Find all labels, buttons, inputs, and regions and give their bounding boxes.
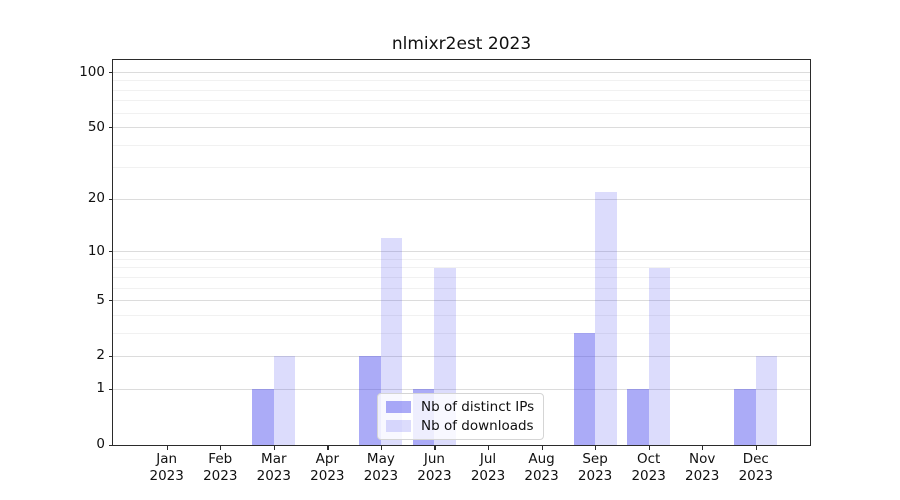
minor-gridline (113, 287, 810, 289)
major-gridline (113, 127, 810, 129)
x-tick-mark (220, 445, 222, 450)
legend-swatch-downloads (386, 420, 411, 432)
x-tick-mark (488, 445, 490, 450)
bar-downloads (755, 356, 778, 445)
y-tick-mark (109, 72, 113, 74)
bar-distinct-ips (627, 389, 649, 445)
x-tick-mark (380, 445, 383, 450)
x-tick-mark (434, 445, 436, 450)
bar-downloads (273, 356, 296, 445)
y-tick-label: 50 (87, 118, 105, 135)
plot-area: Nb of distinct IPs Nb of downloads (112, 59, 811, 446)
x-tick-label: Oct 2023 (631, 451, 666, 484)
minor-gridline (113, 89, 810, 91)
x-tick-label: Apr 2023 (310, 451, 345, 484)
major-gridline (113, 388, 810, 390)
minor-gridline (113, 258, 810, 260)
y-tick-label: 2 (96, 347, 105, 364)
x-tick-label: Jun 2023 (417, 451, 452, 484)
x-tick-label: Feb 2023 (203, 451, 238, 484)
major-gridline (113, 251, 810, 253)
major-gridline (113, 198, 810, 200)
x-tick-mark (595, 445, 597, 450)
y-tick-label: 0 (96, 436, 105, 453)
minor-gridline (113, 167, 810, 169)
bar-distinct-ips (734, 389, 756, 445)
legend-item-distinct-ips: Nb of distinct IPs (386, 399, 534, 415)
bar-distinct-ips (252, 389, 274, 445)
minor-gridline (113, 80, 810, 82)
y-tick-label: 5 (96, 291, 105, 308)
minor-gridline (113, 276, 810, 278)
y-tick-mark (109, 388, 113, 390)
x-tick-mark (327, 445, 329, 450)
y-tick-label: 1 (96, 380, 105, 397)
minor-gridline (113, 267, 810, 269)
y-tick-mark (109, 251, 113, 253)
legend: Nb of distinct IPs Nb of downloads (377, 393, 545, 440)
minor-gridline (113, 100, 810, 102)
x-tick-mark (648, 445, 650, 450)
legend-item-downloads: Nb of downloads (386, 418, 534, 434)
major-gridline (113, 72, 810, 74)
bar-downloads (595, 191, 617, 445)
minor-gridline (113, 144, 810, 146)
x-tick-label: Nov 2023 (685, 451, 720, 484)
x-tick-label: Dec 2023 (738, 451, 773, 484)
x-tick-label: Mar 2023 (256, 451, 291, 484)
minor-gridline (113, 332, 810, 334)
x-tick-mark (755, 445, 757, 450)
x-tick-label: Sep 2023 (577, 451, 613, 484)
bar-distinct-ips (573, 333, 596, 445)
x-tick-mark (273, 445, 275, 450)
major-gridline (113, 300, 810, 301)
major-gridline (113, 355, 810, 357)
legend-label-distinct-ips: Nb of distinct IPs (421, 399, 535, 415)
x-tick-label: Aug 2023 (524, 451, 559, 484)
y-tick-label: 100 (79, 63, 105, 80)
bar-distinct-ips (359, 356, 381, 445)
y-tick-label: 20 (87, 190, 105, 207)
y-tick-label: 10 (87, 242, 105, 259)
legend-swatch-distinct-ips (386, 401, 411, 413)
y-tick-mark (109, 444, 113, 446)
y-tick-mark (109, 355, 113, 358)
minor-gridline (113, 314, 810, 316)
bar-downloads (648, 267, 671, 445)
x-tick-mark (541, 445, 543, 450)
y-tick-mark (109, 127, 113, 129)
x-tick-label: May 2023 (363, 451, 399, 484)
x-tick-label: Jul 2023 (470, 451, 506, 484)
y-tick-mark (109, 198, 113, 201)
minor-gridline (113, 112, 810, 114)
y-tick-mark (109, 300, 113, 302)
x-tick-mark (166, 445, 168, 450)
chart-title: nlmixr2est 2023 (391, 34, 532, 54)
x-tick-mark (702, 445, 704, 450)
x-tick-label: Jan 2023 (149, 451, 184, 484)
legend-label-downloads: Nb of downloads (421, 418, 534, 434)
